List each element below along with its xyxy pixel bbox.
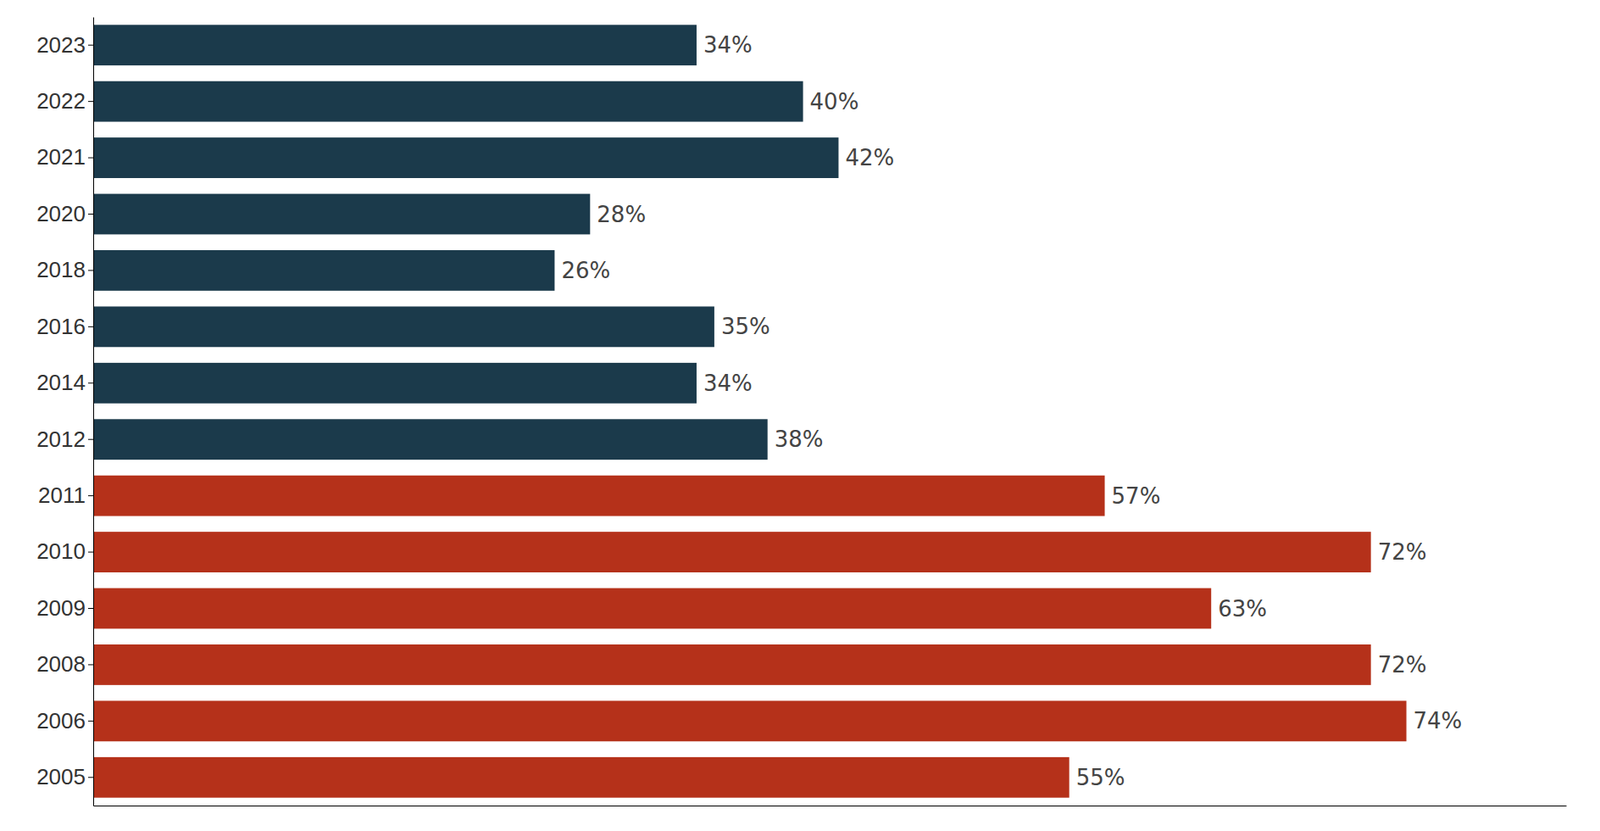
y-tick-mark [88, 269, 94, 271]
y-tick-mark [88, 100, 94, 102]
data-label: 26% [561, 257, 611, 284]
bar [93, 81, 804, 123]
y-tick-label: 2022 [36, 88, 86, 114]
y-tick: 2012 [36, 426, 94, 452]
data-label: 72% [1377, 538, 1428, 565]
y-tick-mark [88, 494, 94, 496]
y-tick-label: 2008 [36, 650, 86, 677]
y-tick-label: 2020 [36, 200, 86, 227]
y-tick-label: 2012 [36, 426, 86, 452]
bar [93, 24, 697, 66]
y-tick: 2022 [36, 88, 94, 114]
data-label: 34% [703, 370, 753, 396]
bar [93, 418, 768, 460]
bar [93, 644, 1372, 685]
y-axis: 2023 2022 2021 2020 2018 2016 2014 2012 2011 2010… [36, 17, 94, 806]
data-label: 38% [774, 426, 824, 452]
data-label: 72% [1377, 651, 1428, 678]
y-tick: 2021 [36, 144, 94, 170]
y-tick: 2008 [36, 650, 94, 677]
y-tick-label: 2006 [36, 707, 86, 734]
y-tick-label: 2010 [36, 538, 86, 564]
bar [93, 700, 1407, 741]
y-tick-mark [88, 607, 94, 609]
bar [93, 531, 1372, 573]
y-tick-mark [88, 663, 94, 665]
y-tick: 2023 [36, 32, 94, 58]
y-tick: 2016 [36, 313, 94, 339]
data-label: 34% [703, 32, 753, 58]
y-tick-label: 2005 [36, 763, 86, 789]
y-tick: 2005 [36, 763, 94, 789]
plot: 34% 40% 42% 28% 26% 35% 34% 38% 57% 72% 63% 72% 74% 5… [36, 17, 1567, 806]
data-label: 63% [1217, 595, 1267, 622]
y-tick-label: 2011 [38, 482, 86, 508]
data-label: 42% [844, 144, 895, 171]
y-tick: 2006 [36, 707, 94, 734]
bar [93, 194, 590, 235]
x-axis [94, 805, 1567, 806]
y-tick-mark [88, 157, 94, 159]
y-tick: 2009 [36, 594, 94, 621]
y-tick-mark [88, 438, 94, 440]
y-tick: 2020 [36, 200, 94, 227]
data-label: 40% [810, 88, 860, 115]
bars [93, 24, 1407, 797]
x-axis-line [94, 805, 1567, 806]
data-label: 55% [1076, 764, 1126, 790]
y-tick-label: 2018 [36, 256, 86, 283]
y-tick-mark [88, 213, 94, 215]
y-tick-mark [88, 326, 94, 328]
bar [93, 137, 839, 178]
y-tick-label: 2023 [36, 32, 86, 58]
y-tick-mark [88, 551, 94, 553]
y-tick-mark [88, 720, 94, 722]
data-label: 74% [1413, 707, 1463, 734]
bar [93, 475, 1106, 517]
bar [93, 305, 715, 347]
y-tick-mark [88, 382, 94, 384]
y-tick-label: 2014 [36, 369, 86, 395]
y-tick: 2011 [38, 482, 94, 508]
bar [93, 362, 697, 404]
y-tick-mark [88, 44, 94, 46]
y-tick: 2010 [36, 538, 94, 564]
y-tick-label: 2021 [36, 144, 86, 170]
data-labels: 34% 40% 42% 28% 26% 35% 34% 38% 57% 72% 63% 72% 74% 5… [561, 32, 1462, 790]
data-label: 57% [1111, 483, 1162, 509]
data-label: 28% [596, 201, 646, 228]
bar [93, 588, 1212, 629]
y-tick: 2018 [36, 256, 94, 283]
bar [93, 250, 555, 291]
chart: 34% 40% 42% 28% 26% 35% 34% 38% 57% 72% 63% 72% 74% 5… [0, 0, 1600, 831]
y-tick-mark [88, 776, 94, 778]
y-tick: 2014 [36, 369, 94, 395]
y-tick-label: 2016 [36, 313, 86, 339]
data-label: 35% [721, 313, 771, 339]
y-axis-line [93, 17, 95, 806]
bar [93, 756, 1070, 798]
y-tick-label: 2009 [36, 594, 86, 621]
